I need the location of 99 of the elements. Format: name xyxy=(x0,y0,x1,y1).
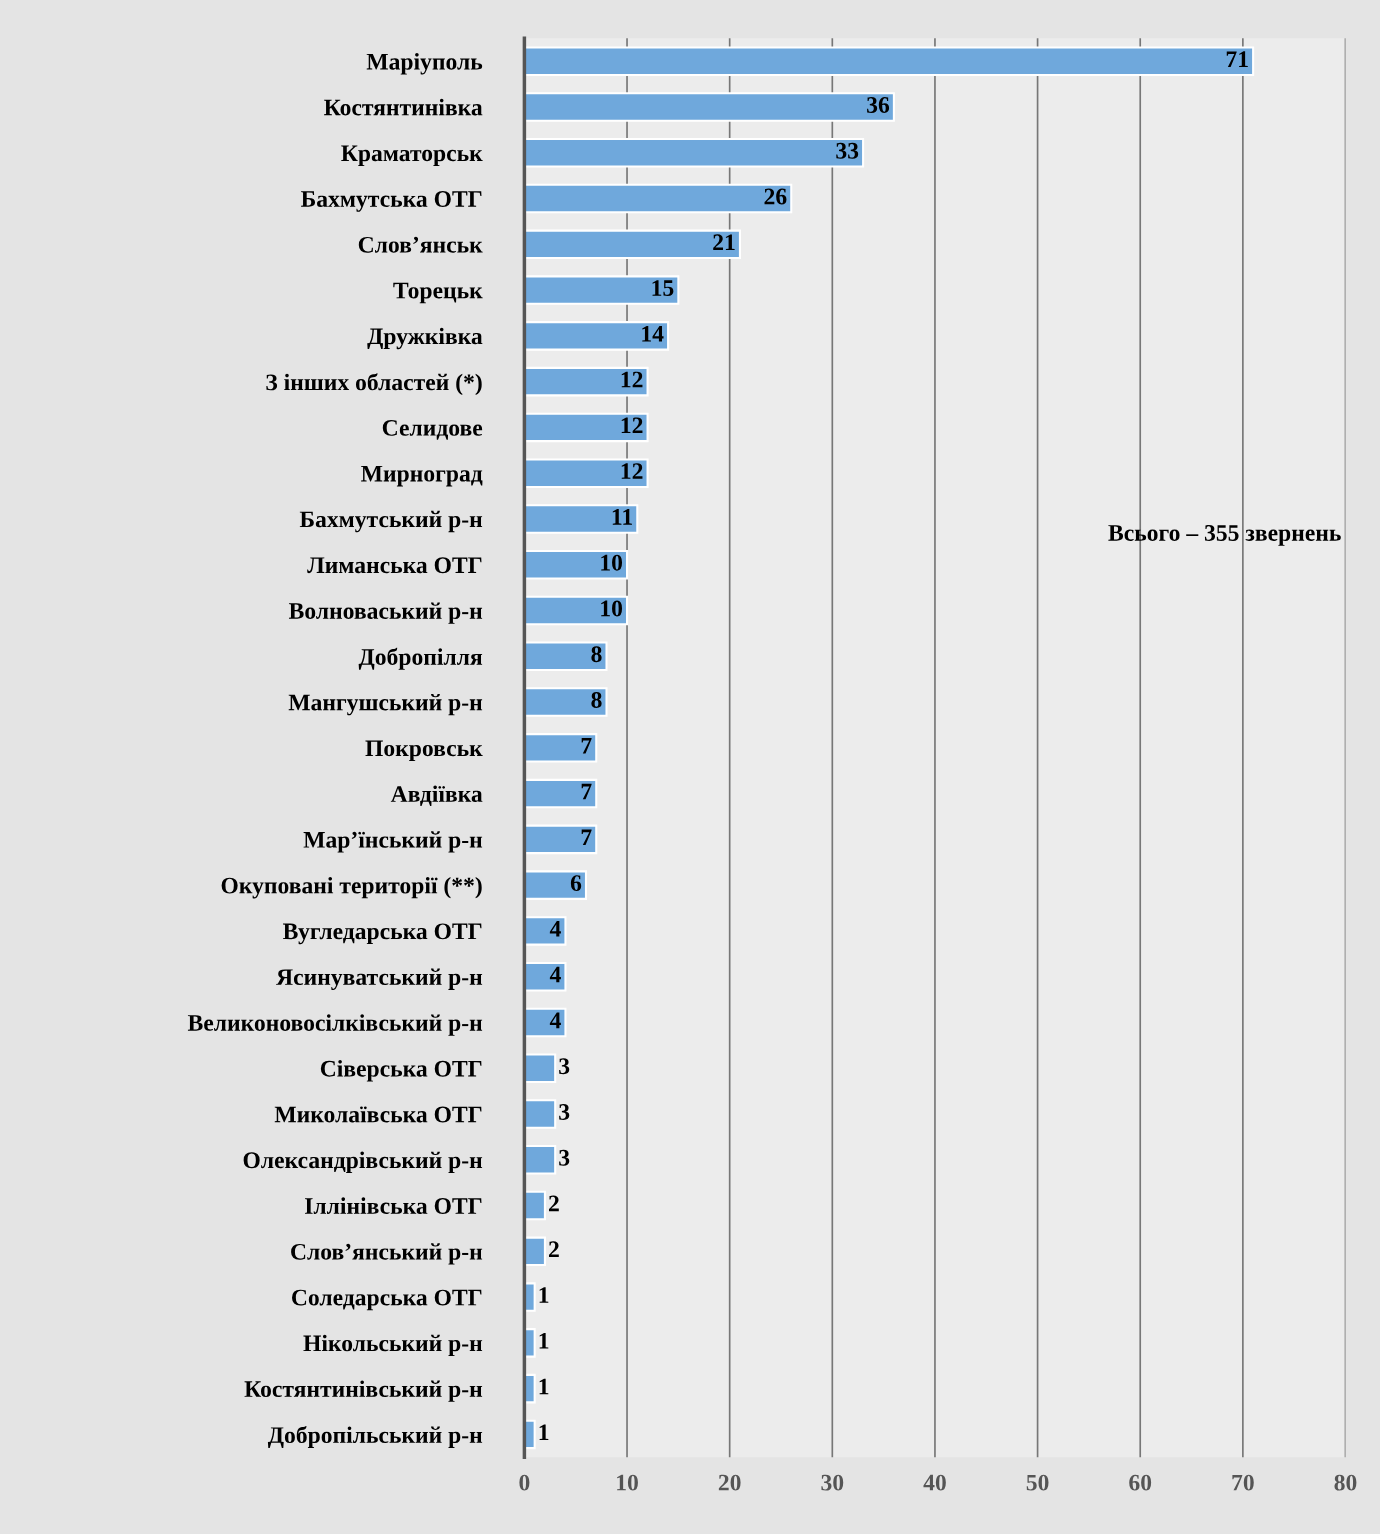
data-label: 71 xyxy=(1226,51,1248,67)
bar xyxy=(524,778,598,809)
data-label: 3 xyxy=(559,1058,570,1075)
bar xyxy=(524,46,1255,77)
bar xyxy=(524,1328,536,1358)
y-tick-label: Торецьк xyxy=(393,282,483,304)
data-label: 2 xyxy=(549,1241,559,1257)
data-label: 6 xyxy=(570,875,582,892)
x-tick-label: 40 xyxy=(923,1474,946,1491)
bar xyxy=(524,1053,557,1083)
x-tick-label: 60 xyxy=(1129,1474,1152,1491)
y-tick-label: Покровськ xyxy=(365,740,483,762)
data-label: 8 xyxy=(591,646,602,663)
y-tick-label: З інших областей (*) xyxy=(266,373,482,396)
y-tick-label: Вугледарська ОТГ xyxy=(283,923,482,945)
x-tick-label: 20 xyxy=(718,1474,741,1491)
bar xyxy=(524,412,649,443)
y-tick-label: Селидове xyxy=(382,419,483,440)
y-tick-label: Краматорськ xyxy=(341,145,483,166)
y-tick-label: Мангушський р-н xyxy=(288,693,483,716)
y-tick-label: Маріуполь xyxy=(366,53,483,75)
data-label: 7 xyxy=(581,738,592,754)
data-label: 12 xyxy=(621,371,643,388)
y-tick-label: Слов’янськ xyxy=(358,236,483,253)
data-label: 7 xyxy=(581,829,592,846)
bar xyxy=(524,1099,557,1129)
data-label: 7 xyxy=(581,783,592,800)
data-label: 3 xyxy=(559,1149,570,1166)
y-tick-label: Іллінівська ОТГ xyxy=(305,1197,482,1214)
data-label: 1 xyxy=(539,1424,549,1441)
data-label: 3 xyxy=(559,1104,570,1120)
bar xyxy=(524,824,598,855)
y-tick-label: Волноваський р-н xyxy=(288,602,483,624)
data-label: 14 xyxy=(642,325,664,342)
y-tick-label: Мирноград xyxy=(361,465,483,487)
y-tick-label: Бахмутська ОТГ xyxy=(301,191,482,212)
data-label: 10 xyxy=(601,600,623,617)
data-label: 15 xyxy=(652,280,674,297)
bar xyxy=(524,275,680,305)
annotation: Всього – 355 звернень xyxy=(1108,525,1341,546)
data-label: 2 xyxy=(549,1195,559,1212)
y-tick-label: Великоновосілківський р-н xyxy=(187,1014,483,1036)
bar xyxy=(524,366,649,397)
data-label: 21 xyxy=(713,234,735,250)
bar xyxy=(524,1145,557,1175)
data-label: 8 xyxy=(591,692,602,708)
bar xyxy=(524,183,793,214)
bar xyxy=(524,687,608,717)
y-tick-label: Ясинуватський р-н xyxy=(276,968,483,990)
data-label: 4 xyxy=(549,1012,561,1029)
data-label: 26 xyxy=(764,188,787,205)
bar xyxy=(524,138,865,168)
y-tick-label: Слов’янський р-н xyxy=(291,1243,483,1265)
x-tick-label: 10 xyxy=(617,1474,638,1491)
bar xyxy=(524,916,567,946)
data-label: 1 xyxy=(539,1287,549,1303)
y-tick-label: Авдіївка xyxy=(390,785,483,806)
data-label: 4 xyxy=(549,921,561,937)
x-tick-label: 50 xyxy=(1026,1474,1049,1491)
x-tick-label: 30 xyxy=(821,1474,844,1491)
bar xyxy=(524,1236,546,1267)
bar xyxy=(524,321,670,351)
data-label: 1 xyxy=(539,1378,549,1395)
bar xyxy=(524,92,895,122)
data-label: 12 xyxy=(621,463,643,479)
data-label: 4 xyxy=(549,966,561,983)
y-tick-label: Добропілля xyxy=(358,647,483,670)
bar xyxy=(524,595,629,626)
data-label: 36 xyxy=(867,97,890,113)
y-tick-label: Костянтинівка xyxy=(324,98,483,116)
y-tick-label: Нікольський р-н xyxy=(303,1334,483,1357)
y-tick-label: Миколаївська ОТГ xyxy=(274,1106,482,1123)
data-label: 33 xyxy=(836,142,859,159)
y-tick-label: Окуповані території (**) xyxy=(221,876,482,899)
bar xyxy=(524,870,588,900)
x-tick-label: 0 xyxy=(519,1474,530,1491)
data-label: 12 xyxy=(621,417,643,434)
bar xyxy=(524,229,741,260)
x-tick-label: 70 xyxy=(1232,1474,1254,1491)
bar xyxy=(524,504,639,534)
bar xyxy=(524,641,608,672)
bar xyxy=(524,1282,536,1312)
y-tick-label: Лиманська ОТГ xyxy=(307,557,482,574)
y-tick-label: Костянтинівський р-н xyxy=(244,1380,483,1402)
data-label: 1 xyxy=(539,1332,549,1349)
y-tick-label: Дружківка xyxy=(367,327,483,350)
y-tick-label: Бахмутський р-н xyxy=(299,510,483,533)
y-tick-label: Олександрівський р-н xyxy=(243,1151,483,1173)
bar xyxy=(524,733,598,763)
y-tick-label: Добропільський р-н xyxy=(267,1425,483,1448)
y-tick-label: Соледарська ОТГ xyxy=(292,1289,482,1311)
bar xyxy=(524,458,649,488)
data-label: 10 xyxy=(601,554,623,571)
data-label: 11 xyxy=(612,509,632,525)
bar xyxy=(524,549,629,580)
y-tick-label: Мар’їнський р-н xyxy=(303,831,483,853)
y-tick-label: Сіверська ОТГ xyxy=(320,1060,482,1082)
x-tick-label: 80 xyxy=(1334,1474,1357,1491)
bar xyxy=(524,1190,546,1221)
